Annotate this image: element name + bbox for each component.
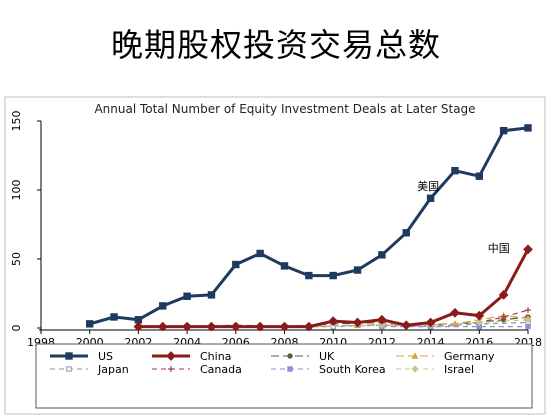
legend-marker-south-korea xyxy=(287,366,293,372)
legend-label-uk: UK xyxy=(319,350,335,363)
data-point-us xyxy=(499,126,508,135)
data-point-canada xyxy=(500,314,507,320)
legend-marker-canada xyxy=(168,366,174,372)
annotation-us: 美国 xyxy=(417,180,439,193)
data-point-us xyxy=(329,271,337,280)
data-point-us xyxy=(426,194,435,202)
data-point-us xyxy=(475,172,484,180)
y-tick-label: 100 xyxy=(10,180,23,201)
data-point-israel xyxy=(378,321,386,329)
data-point-china xyxy=(230,321,241,332)
data-point-china xyxy=(279,321,290,332)
figure-frame xyxy=(4,96,546,415)
chart-title: Annual Total Number of Equity Investment… xyxy=(94,102,475,116)
data-point-canada xyxy=(525,307,531,313)
data-point-us xyxy=(524,124,532,132)
data-point-us xyxy=(183,292,191,300)
legend-box xyxy=(35,343,533,409)
data-point-china xyxy=(303,321,314,332)
legend-marker-us xyxy=(65,352,73,360)
data-point-us xyxy=(207,291,216,299)
data-point-us xyxy=(159,302,167,310)
data-point-china xyxy=(425,317,436,328)
data-point-us xyxy=(451,166,459,175)
data-point-israel xyxy=(475,318,483,327)
legend-marker-germany xyxy=(411,352,419,359)
data-point-israel xyxy=(524,316,532,324)
y-tick-label: 50 xyxy=(10,252,23,266)
data-point-us xyxy=(280,262,289,270)
legend-label-china: China xyxy=(200,350,231,363)
data-point-china xyxy=(133,321,144,332)
data-point-china xyxy=(377,314,387,325)
data-point-us xyxy=(353,266,362,274)
series-line-us xyxy=(89,126,529,326)
legend-label-canada: Canada xyxy=(200,363,242,376)
data-point-china xyxy=(352,317,363,328)
data-point-us xyxy=(305,271,313,280)
legend-marker-china xyxy=(166,351,176,361)
data-point-china xyxy=(328,316,339,326)
data-point-china xyxy=(498,290,509,300)
legend-marker-israel xyxy=(411,365,419,373)
data-point-china xyxy=(206,321,217,332)
data-point-china xyxy=(157,321,168,332)
y-tick-label: 0 xyxy=(10,325,23,332)
data-point-us xyxy=(378,251,386,259)
data-point-us xyxy=(110,313,118,321)
data-point-china xyxy=(450,307,460,318)
legend-marker-japan xyxy=(66,366,72,372)
data-point-south-korea xyxy=(525,323,531,330)
data-point-china xyxy=(255,321,266,332)
data-point-us xyxy=(232,260,240,269)
data-point-china xyxy=(182,321,192,332)
data-point-us xyxy=(256,249,264,258)
series-line-china xyxy=(138,248,530,329)
data-point-us xyxy=(86,320,94,328)
legend-label-germany: Germany xyxy=(444,350,495,363)
data-point-us xyxy=(402,229,410,237)
legend-label-israel: Israel xyxy=(444,363,474,376)
legend-label-us: US xyxy=(98,350,113,363)
annotation-china: 中国 xyxy=(488,242,510,255)
data-point-china xyxy=(401,320,412,331)
data-point-china xyxy=(523,244,533,255)
data-point-china xyxy=(474,310,485,321)
legend-label-japan: Japan xyxy=(97,363,129,376)
slide-title: 晚期股权投资交易总数 xyxy=(110,26,441,64)
legend-marker-uk xyxy=(287,353,293,359)
y-tick-label: 150 xyxy=(10,111,23,132)
legend-label-south-korea: South Korea xyxy=(319,363,386,376)
